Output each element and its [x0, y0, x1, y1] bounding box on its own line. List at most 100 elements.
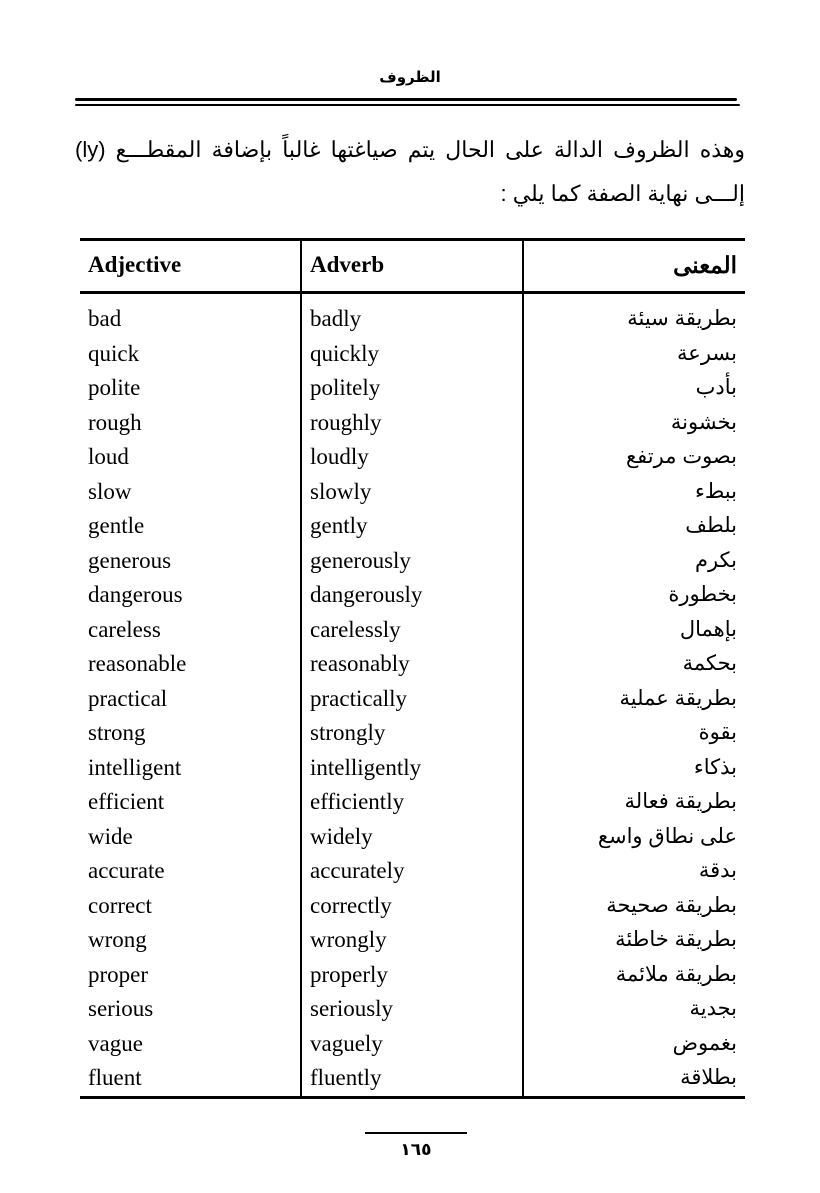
intro-paragraph: وهذه الظروف الدالة على الحال يتم صياغتها… [75, 137, 745, 206]
meaning-cell: بدقة [698, 859, 737, 882]
adjective-cell: quick [80, 336, 302, 371]
adverb-cell: reasonably [301, 647, 524, 682]
table-row: bad badly بطريقة سيئة [80, 292, 745, 337]
table-row: correct correctly بطريقة صحيحة [80, 888, 745, 923]
table-row: proper properly بطريقة ملائمة [80, 957, 745, 992]
adjective-cell: rough [80, 405, 302, 440]
table-row: loud loudly بصوت مرتفع [80, 440, 745, 475]
meaning-cell: ببطء [695, 479, 737, 503]
page-number: ١٦٥ [400, 1140, 432, 1160]
meaning-cell: على نطاق واسع [597, 824, 737, 848]
footer-rule [365, 1132, 467, 1134]
adjective-cell: serious [80, 992, 302, 1027]
table-row: generous generously بكرم [80, 543, 745, 578]
adjective-cell: vague [80, 1026, 302, 1061]
adverb-cell: efficiently [301, 785, 524, 820]
adjective-cell: wide [80, 819, 302, 854]
table-row: quick quickly بسرعة [80, 336, 745, 371]
table-row: reasonable reasonably بحكمة [80, 647, 745, 682]
table-row: accurate accurately بدقة [80, 854, 745, 889]
column-header-adverb: Adverb [301, 238, 524, 294]
adverb-cell: fluently [301, 1061, 524, 1099]
meaning-cell: بخطورة [668, 583, 737, 606]
table-row: vague vaguely بغموض [80, 1026, 745, 1061]
table-row: practical practically بطريقة عملية [80, 681, 745, 716]
table-row: gentle gently بلطف [80, 509, 745, 544]
adjective-cell: reasonable [80, 647, 302, 682]
adjective-cell: correct [80, 888, 302, 923]
adverb-cell: gently [301, 509, 524, 544]
meaning-cell: بطريقة صحيحة [606, 893, 737, 917]
table-row: polite politely بأدب [80, 371, 745, 406]
meaning-cell: بطلاقة [523, 1061, 745, 1099]
adjective-cell: loud [80, 440, 302, 475]
table-header-row: Adjective Adverb المعنى [80, 238, 745, 294]
table-row: slow slowly ببطء [80, 474, 745, 509]
table-row: intelligent intelligently بذكاء [80, 750, 745, 785]
meaning-cell: بخشونة [670, 410, 737, 434]
adjective-cell: careless [80, 612, 302, 647]
adverb-cell: vaguely [301, 1026, 524, 1061]
adverb-cell: wrongly [301, 923, 524, 958]
meaning-cell: بقوة [698, 721, 737, 744]
table-row: strong strongly بقوة [80, 716, 745, 751]
adjective-cell: dangerous [80, 578, 302, 613]
adverb-cell: dangerously [301, 578, 524, 613]
adverb-cell: carelessly [301, 612, 524, 647]
meaning-cell: بذكاء [693, 755, 737, 779]
adverb-cell: roughly [301, 405, 524, 440]
adjective-cell: accurate [80, 854, 302, 889]
column-header-adjective: Adjective [80, 238, 302, 294]
meaning-cell: بطريقة سيئة [627, 307, 737, 330]
table-row: wrong wrongly بطريقة خاطئة [80, 923, 745, 958]
meaning-cell: بحكمة [682, 652, 737, 675]
adjective-cell: polite [80, 371, 302, 406]
adjective-cell: proper [80, 957, 302, 992]
adverb-cell: politely [301, 371, 524, 406]
meaning-cell: بطريقة ملائمة [615, 962, 737, 986]
adjective-cell: bad [80, 292, 302, 337]
adjective-cell: gentle [80, 509, 302, 544]
adjective-cell: slow [80, 474, 302, 509]
adverb-cell: generously [301, 543, 524, 578]
adjective-cell: generous [80, 543, 302, 578]
meaning-cell: بلطف [685, 514, 737, 537]
header-rule [75, 98, 737, 101]
table-row: wide widely على نطاق واسع [80, 819, 745, 854]
adverb-cell: badly [301, 292, 524, 337]
adverb-cell: properly [301, 957, 524, 992]
meaning-cell: بغموض [672, 1031, 737, 1055]
adjective-cell: strong [80, 716, 302, 751]
table-row: dangerous dangerously بخطورة [80, 578, 745, 613]
adverb-cell: practically [301, 681, 524, 716]
table-row: fluent fluently بطلاقة [80, 1061, 745, 1099]
adjective-cell: intelligent [80, 750, 302, 785]
adverb-cell: loudly [301, 440, 524, 475]
adverb-cell: seriously [301, 992, 524, 1027]
meaning-cell: بإهمال [679, 617, 737, 641]
table-row: efficient efficiently بطريقة فعالة [80, 785, 745, 820]
meaning-cell: بطريقة عملية [619, 686, 737, 710]
adverb-cell: quickly [301, 336, 524, 371]
adverb-cell: intelligently [301, 750, 524, 785]
adverb-cell: strongly [301, 716, 524, 751]
meaning-cell: بصوت مرتفع [626, 445, 737, 468]
adverb-cell: slowly [301, 474, 524, 509]
meaning-cell: بكرم [694, 548, 737, 572]
meaning-cell: بأدب [695, 376, 737, 399]
adjective-cell: efficient [80, 785, 302, 820]
adverb-cell: widely [301, 819, 524, 854]
meaning-cell: بطريقة فعالة [624, 790, 737, 813]
adjective-cell: practical [80, 681, 302, 716]
table-row: rough roughly بخشونة [80, 405, 745, 440]
adjective-cell: wrong [80, 923, 302, 958]
table-row: serious seriously بجدية [80, 992, 745, 1027]
table-row: careless carelessly بإهمال [80, 612, 745, 647]
meaning-cell: بطريقة خاطئة [615, 928, 737, 951]
adjective-cell: fluent [80, 1061, 302, 1099]
column-header-meaning: المعنى [523, 238, 745, 294]
running-header: الظروف [379, 68, 441, 86]
meaning-cell: بجدية [689, 997, 737, 1020]
adverbs-table: Adjective Adverb المعنى bad badly بطريقة س… [80, 238, 745, 1099]
